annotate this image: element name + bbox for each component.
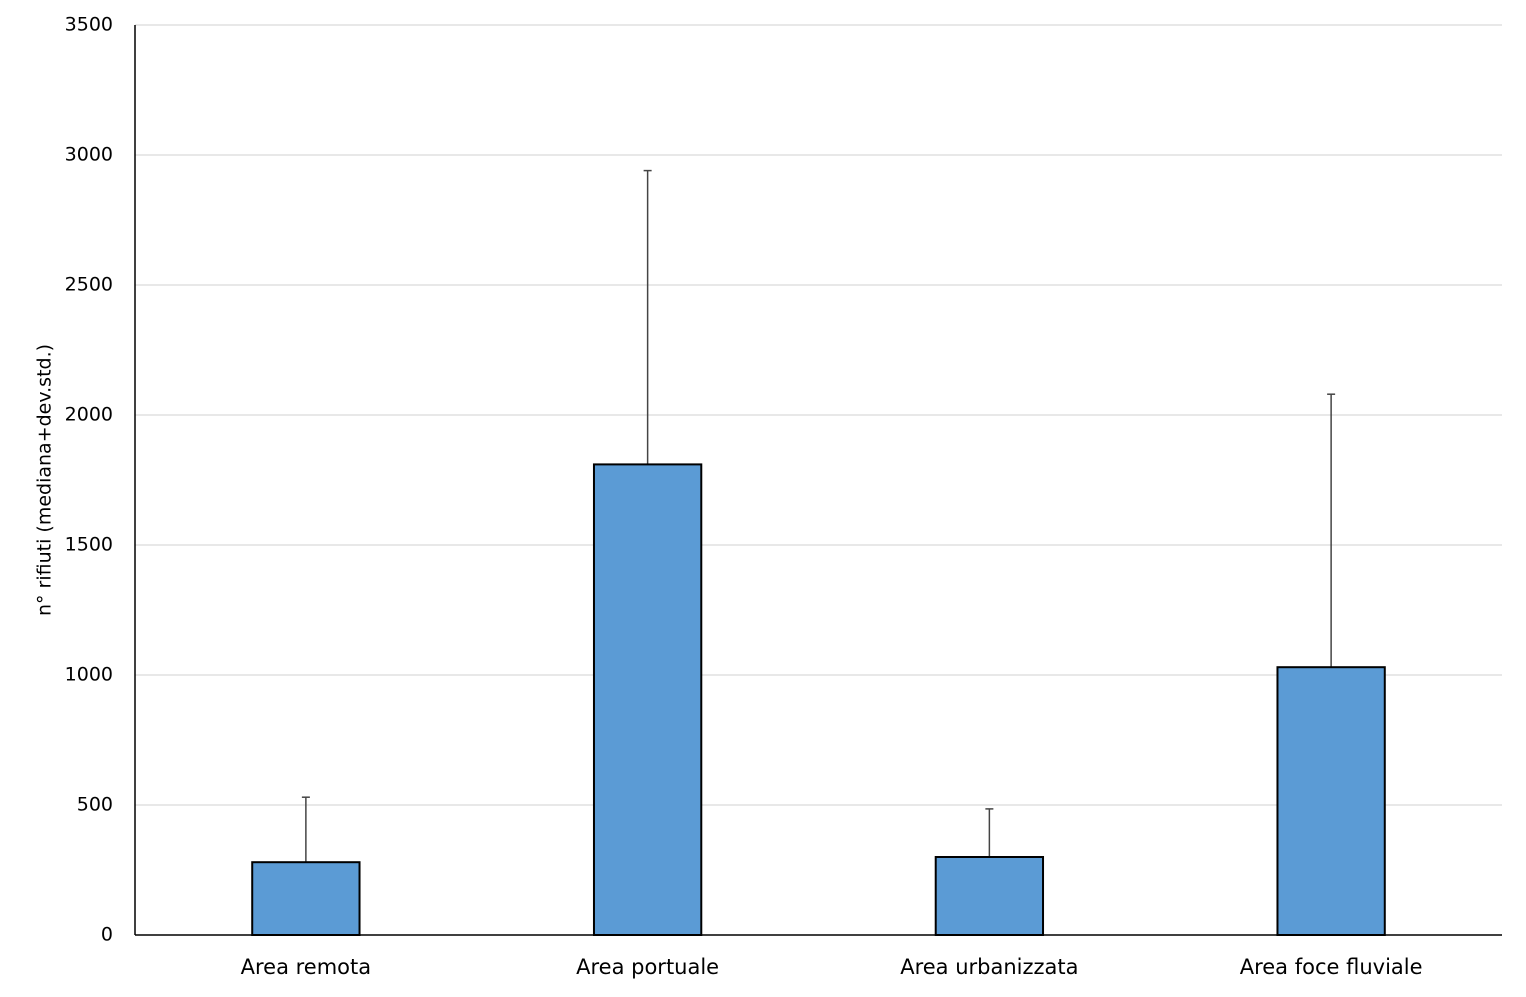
y-tick-label: 3000 <box>65 144 113 166</box>
y-tick-label: 1000 <box>65 664 113 686</box>
y-tick-label: 2500 <box>65 274 113 296</box>
bar <box>934 856 1045 936</box>
y-tick-label: 3500 <box>65 14 113 36</box>
x-tick-label: Area foce fluviale <box>1240 955 1423 979</box>
bar <box>251 861 361 937</box>
x-tick-label: Area remota <box>241 955 372 979</box>
bar <box>592 463 703 936</box>
y-tick-label: 500 <box>77 794 113 816</box>
y-tick-label: 2000 <box>65 404 113 426</box>
x-tick-label: Area urbanizzata <box>900 955 1078 979</box>
y-tick-label: 1500 <box>65 534 113 556</box>
y-tick-label: 0 <box>101 924 113 946</box>
y-axis-label: n° rifiuti (mediana+dev.std.) <box>34 344 56 616</box>
bar <box>1276 666 1386 936</box>
x-tick-label: Area portuale <box>576 955 719 979</box>
